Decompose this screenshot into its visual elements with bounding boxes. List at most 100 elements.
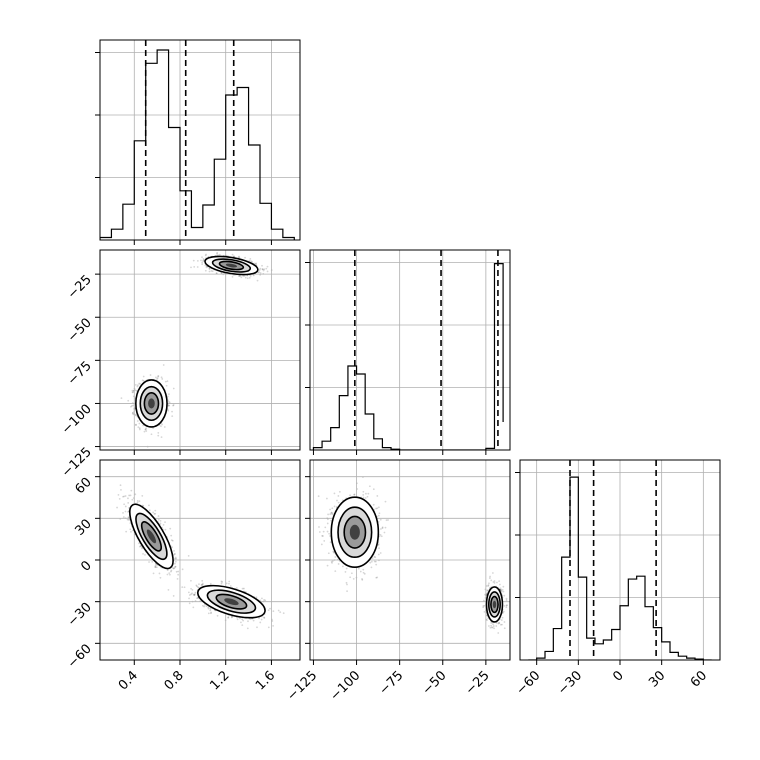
scatter-point xyxy=(230,616,233,619)
scatter-point xyxy=(239,275,241,277)
scatter-point xyxy=(246,277,249,280)
scatter-point xyxy=(318,531,321,533)
scatter-point xyxy=(246,627,249,630)
scatter-point xyxy=(164,380,167,383)
scatter-point xyxy=(171,415,174,418)
scatter-point xyxy=(143,430,146,433)
scatter-point xyxy=(203,605,205,608)
scatter-point xyxy=(201,604,204,607)
scatter-point xyxy=(141,494,144,497)
scatter-point xyxy=(216,614,219,617)
scatter-point xyxy=(122,512,124,514)
scatter-point xyxy=(167,404,170,407)
scatter-point xyxy=(207,607,210,610)
scatter-point xyxy=(259,621,262,624)
scatter-point xyxy=(216,251,219,254)
scatter-point xyxy=(167,409,170,412)
scatter-point xyxy=(209,612,212,615)
scatter-point xyxy=(372,503,375,506)
scatter-point xyxy=(171,539,174,542)
scatter-point xyxy=(376,495,379,497)
scatter-point xyxy=(228,580,231,583)
scatter-point xyxy=(261,268,264,271)
scatter-point xyxy=(329,541,332,544)
scatter-point xyxy=(174,565,177,568)
scatter-point xyxy=(159,519,162,522)
scatter-point xyxy=(170,539,173,542)
scatter-point xyxy=(242,619,245,622)
scatter-point xyxy=(152,572,155,575)
scatter-point xyxy=(249,275,252,277)
scatter-point xyxy=(375,563,378,566)
scatter-point xyxy=(138,542,140,545)
scatter-point xyxy=(334,570,337,573)
scatter-point xyxy=(361,578,363,580)
scatter-point xyxy=(267,609,270,612)
scatter-point xyxy=(255,262,258,265)
scatter-point xyxy=(191,588,194,591)
scatter-point xyxy=(201,261,204,264)
scatter-point xyxy=(181,568,184,571)
scatter-point xyxy=(344,571,347,573)
scatter-point xyxy=(208,267,211,270)
scatter-point xyxy=(134,384,137,386)
scatter-point xyxy=(164,528,167,531)
scatter-point xyxy=(192,606,195,609)
scatter-point xyxy=(242,587,245,590)
scatter-point xyxy=(137,384,139,387)
scatter-point xyxy=(135,389,138,392)
scatter-point xyxy=(209,609,212,612)
scatter-point xyxy=(349,494,351,497)
scatter-point xyxy=(220,582,223,585)
scatter-point xyxy=(231,275,234,278)
scatter-point xyxy=(170,534,173,537)
scatter-point xyxy=(363,572,366,575)
scatter-point xyxy=(173,562,176,565)
scatter-point xyxy=(266,265,269,268)
scatter-point xyxy=(196,266,199,268)
scatter-point xyxy=(210,269,213,272)
scatter-point xyxy=(134,493,137,496)
scatter-point xyxy=(216,252,218,255)
scatter-point xyxy=(172,595,175,597)
scatter-point xyxy=(166,380,169,383)
scatter-point xyxy=(376,576,379,579)
scatter-point xyxy=(197,597,199,600)
scatter-point xyxy=(220,580,223,583)
scatter-point xyxy=(197,586,199,589)
scatter-point xyxy=(157,431,160,434)
scatter-point xyxy=(261,597,263,600)
scatter-point xyxy=(204,264,207,267)
scatter-point xyxy=(372,488,375,491)
scatter-point xyxy=(235,587,238,589)
scatter-point xyxy=(138,382,141,385)
scatter-point xyxy=(238,255,240,258)
scatter-point xyxy=(129,494,132,497)
scatter-point xyxy=(201,263,204,266)
scatter-point xyxy=(248,259,251,262)
scatter-point xyxy=(271,620,274,622)
scatter-point xyxy=(119,484,122,487)
scatter-point xyxy=(156,377,159,379)
scatter-point xyxy=(169,573,171,576)
scatter-point xyxy=(167,588,170,591)
scatter-point xyxy=(141,379,144,382)
scatter-point xyxy=(225,582,228,585)
scatter-point xyxy=(210,611,213,614)
scatter-point xyxy=(132,411,134,414)
scatter-point xyxy=(229,585,232,587)
scatter-point xyxy=(375,576,378,579)
scatter-point xyxy=(174,556,177,559)
scatter-point xyxy=(166,573,169,576)
scatter-point xyxy=(163,426,166,428)
scatter-point xyxy=(209,582,212,585)
scatter-point xyxy=(127,510,129,513)
scatter-point xyxy=(205,253,207,256)
scatter-point xyxy=(379,534,382,536)
scatter-point xyxy=(332,551,335,554)
scatter-point xyxy=(236,618,239,621)
scatter-point xyxy=(165,384,168,387)
scatter-point xyxy=(166,395,169,398)
scatter-point xyxy=(127,497,129,500)
scatter-point xyxy=(377,514,380,517)
